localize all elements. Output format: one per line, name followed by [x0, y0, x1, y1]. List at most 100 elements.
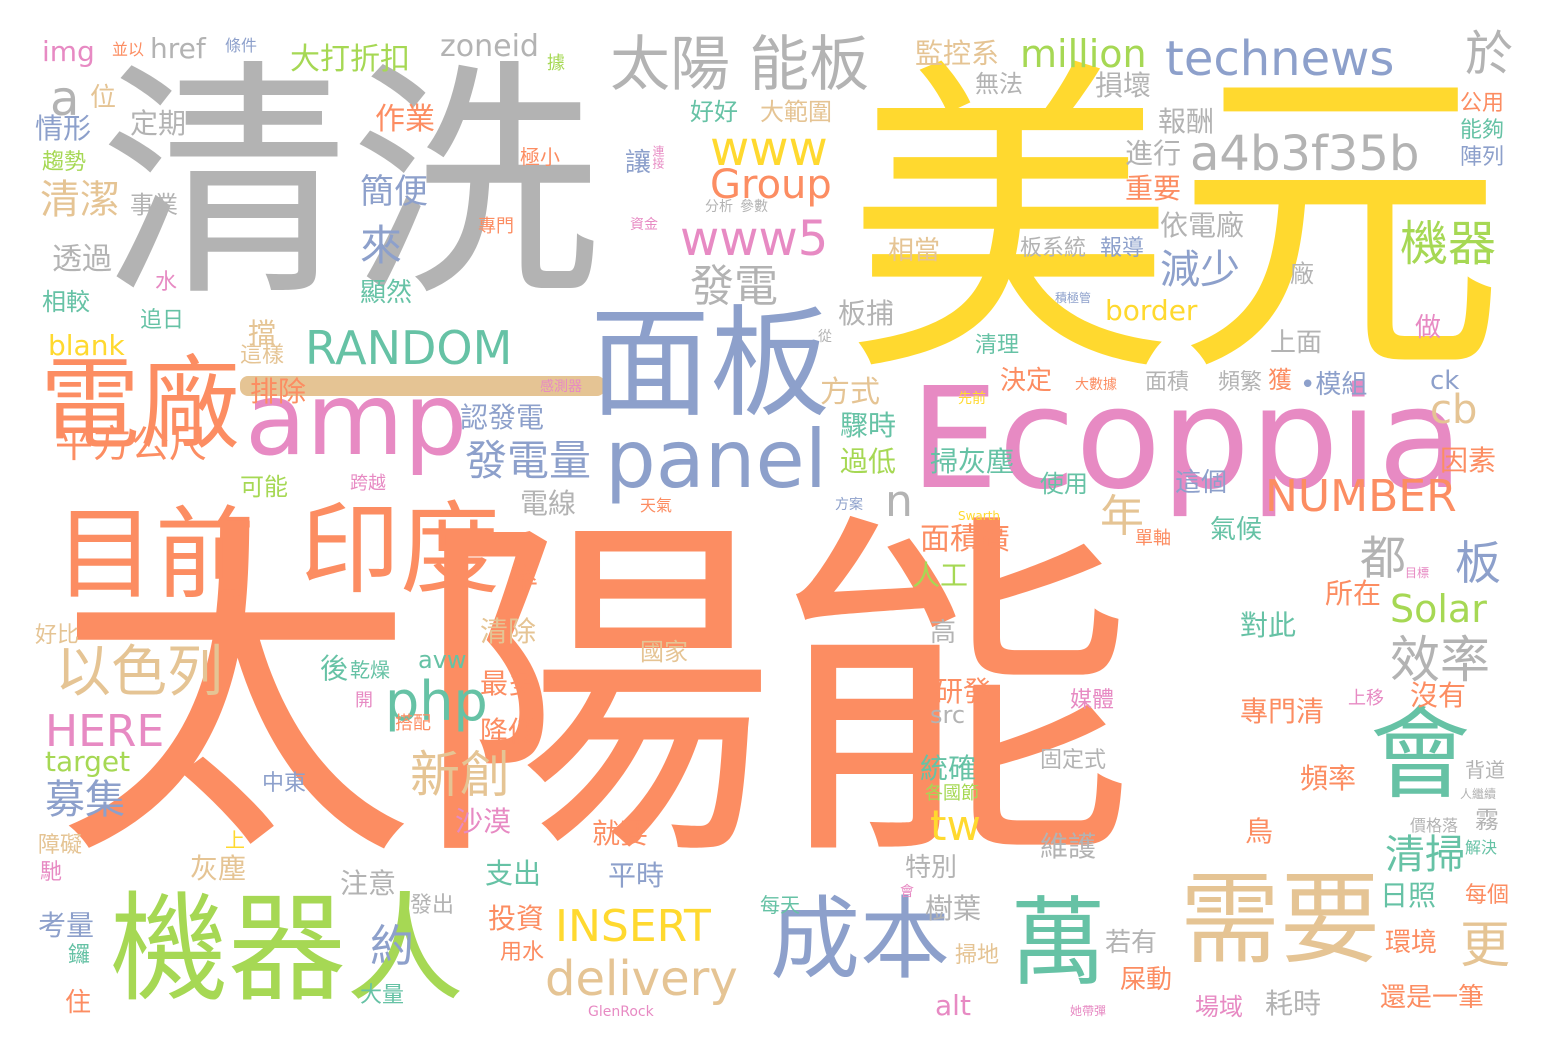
cloud-word: 目標: [1405, 566, 1430, 580]
cloud-word: 鳥: [1245, 815, 1274, 848]
cloud-word: 所在: [1325, 577, 1382, 610]
cloud-word: amp: [245, 361, 468, 478]
cloud-word: 沒有: [1410, 679, 1467, 712]
cloud-word: 環境: [1385, 928, 1438, 958]
cloud-word: 場域: [1195, 993, 1243, 1021]
cloud-word: 跨越: [350, 473, 386, 494]
cloud-word: 特別: [905, 853, 958, 883]
cloud-word: cb: [1430, 387, 1478, 433]
cloud-word: 作業: [375, 102, 435, 137]
cloud-word: 來: [360, 221, 403, 270]
cloud-word: 從: [818, 329, 832, 345]
cloud-word: 水: [155, 270, 178, 295]
cloud-word: 決定: [1000, 366, 1053, 396]
cloud-word: 對此: [1240, 609, 1297, 642]
cloud-word: 太陽能: [55, 485, 1135, 904]
cloud-word: 掃地: [955, 943, 1000, 968]
cloud-word: 媒體: [1070, 688, 1115, 713]
cloud-word: 降低: [480, 715, 537, 748]
cloud-word: 面積: [1145, 370, 1190, 395]
cloud-word: 大範圍: [760, 98, 832, 126]
cloud-word: 使用: [1040, 470, 1088, 498]
cloud-word: src: [930, 701, 966, 729]
cloud-word: www5: [680, 211, 829, 267]
cloud-word: 面積廣: [920, 522, 1010, 557]
cloud-word: 新創: [410, 746, 510, 804]
cloud-word: 追日: [140, 308, 185, 333]
cloud-word: 成本: [770, 887, 950, 992]
cloud-word: 大量: [360, 983, 405, 1008]
cloud-word: 會: [900, 884, 914, 900]
cloud-word: 統確: [920, 752, 977, 785]
cloud-word: 清潔: [40, 177, 120, 223]
cloud-word: 背道: [1465, 758, 1505, 782]
cloud-word: 屎動: [1120, 965, 1173, 995]
cloud-word: 這樣: [240, 343, 285, 368]
cloud-word: 好好: [690, 98, 738, 126]
cloud-word: 平時: [608, 859, 665, 892]
cloud-word: 國家: [640, 638, 688, 666]
cloud-word: 清洗: [100, 39, 600, 330]
cloud-word: 進行: [1125, 137, 1182, 170]
cloud-word: 陣列: [1460, 145, 1505, 170]
cloud-word: 損壞: [1095, 69, 1152, 102]
cloud-word: 顯然: [360, 278, 413, 308]
cloud-word: 就要: [592, 817, 649, 850]
cloud-word: 清除: [480, 615, 537, 648]
cloud-word: 住: [65, 988, 92, 1018]
cloud-word: 大數據: [1075, 377, 1117, 393]
cloud-word: 上面: [1270, 328, 1323, 358]
cloud-word: 用水: [500, 940, 545, 965]
cloud-word: 價格落: [1410, 816, 1459, 835]
cloud-word: 發電: [690, 261, 778, 312]
cloud-word: 若有: [1105, 928, 1158, 958]
cloud-word: www: [710, 121, 828, 177]
cloud-word: 板: [1455, 536, 1501, 590]
cloud-word: 上移: [1348, 688, 1384, 709]
cloud-word: 獲: [1268, 366, 1292, 394]
cloud-word: 最多: [480, 667, 537, 700]
cloud-word: 上: [225, 828, 245, 852]
cloud-word: 電廠: [40, 346, 240, 463]
cloud-word: 還是一筆: [1380, 983, 1485, 1013]
cloud-word: blank: [48, 329, 125, 362]
decorative-bar: [240, 376, 605, 396]
cloud-word: alt: [935, 989, 971, 1022]
cloud-word: 相較: [42, 288, 90, 316]
cloud-word: 平方公尺: [55, 422, 208, 466]
cloud-word: 清理: [975, 333, 1020, 358]
cloud-word: 解決: [1465, 838, 1498, 857]
cloud-word: php: [385, 670, 488, 733]
cloud-word: 因素: [1440, 444, 1497, 477]
cloud-word: 清掃: [1385, 832, 1465, 878]
cloud-word: Group: [710, 162, 832, 208]
cloud-word: 搭配: [395, 713, 431, 734]
cloud-word: 鑼: [68, 943, 91, 968]
cloud-word: 情形: [35, 112, 92, 145]
cloud-word: Swarth: [958, 509, 1001, 523]
cloud-word: million: [1020, 32, 1147, 76]
cloud-word: 據: [544, 53, 565, 71]
cloud-word: 趨勢: [42, 150, 87, 175]
cloud-word: technews: [1165, 31, 1395, 87]
cloud-word: 單軸: [1135, 528, 1171, 549]
cloud-word: 固定式: [1040, 748, 1107, 773]
cloud-word: 並以: [112, 40, 145, 59]
cloud-word: panel: [605, 413, 827, 506]
cloud-word: 極小: [520, 145, 560, 169]
cloud-word: 這個: [1175, 468, 1228, 498]
cloud-word: 更: [1460, 916, 1510, 974]
cloud-word: 驟時: [840, 409, 897, 442]
cloud-word: 以色列: [55, 640, 223, 705]
cloud-word: 目前: [55, 496, 255, 613]
cloud-word: 依電廠: [1160, 209, 1245, 242]
cloud-word: 研發: [935, 675, 992, 708]
cloud-word: 約: [370, 921, 414, 972]
cloud-word: 印度: [300, 491, 500, 608]
cloud-word: 高: [930, 618, 957, 648]
cloud-word: •模組: [1300, 370, 1368, 400]
cloud-word: 發電量: [465, 436, 592, 485]
cloud-word: 人繼續: [1460, 787, 1497, 801]
cloud-word: 人工: [912, 559, 969, 592]
